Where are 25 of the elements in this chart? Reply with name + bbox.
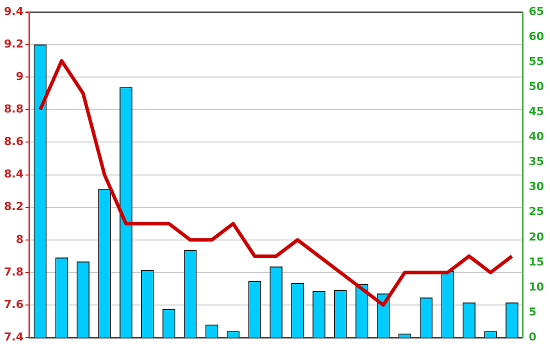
y-tick-label: 8 bbox=[16, 232, 24, 246]
y-tick-label: 9.4 bbox=[4, 4, 24, 18]
y2-tick-label: 45 bbox=[528, 105, 544, 118]
y2-tick-label: 10 bbox=[528, 280, 544, 294]
y-tick-label: 7.4 bbox=[4, 330, 24, 344]
y-tick-label: 8.6 bbox=[4, 135, 24, 148]
y2-tick-label: 25 bbox=[528, 205, 544, 218]
y2-tick-label: 50 bbox=[528, 80, 544, 93]
y-tick-label: 7.6 bbox=[4, 298, 24, 311]
y-tick-label: 8.2 bbox=[4, 200, 24, 214]
y2-tick-label: 15 bbox=[528, 255, 544, 268]
y2-tick-label: 0 bbox=[528, 330, 537, 344]
y-tick-label: 9.2 bbox=[4, 37, 24, 50]
y2-tick-label: 40 bbox=[528, 130, 544, 144]
y-tick-label: 8.8 bbox=[4, 102, 24, 116]
y-tick-label: 9 bbox=[16, 70, 24, 83]
y-tick-label: 7.8 bbox=[4, 265, 24, 278]
y-tick-label: 8.4 bbox=[4, 168, 24, 181]
y2-tick-label: 60 bbox=[528, 30, 544, 43]
y2-tick-label: 35 bbox=[528, 155, 544, 168]
y2-tick-label: 55 bbox=[528, 54, 544, 68]
y2-tick-label: 30 bbox=[528, 180, 544, 194]
y2-tick-label: 65 bbox=[528, 4, 544, 18]
y2-tick-label: 5 bbox=[528, 305, 536, 318]
y2-tick-label: 20 bbox=[528, 230, 544, 244]
